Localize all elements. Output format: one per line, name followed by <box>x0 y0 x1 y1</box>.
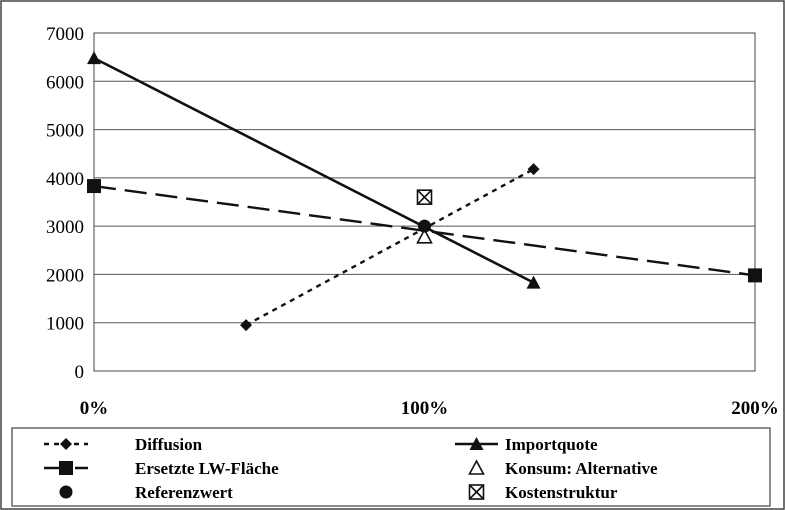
legend-entry-konsum-alternative: Konsum: Alternative <box>468 459 658 478</box>
plot-area <box>93 32 756 372</box>
legend-marker <box>469 437 484 450</box>
data-point-diffusion <box>240 319 253 332</box>
x-tick-label: 0% <box>80 398 109 419</box>
series-line-ersetzte-lw-fl-che <box>93 184 756 277</box>
data-point-ersetzte-lw-fl-che <box>748 268 762 283</box>
legend-entry-ersetzte-lw-fl-che: Ersetzte LW-Fläche <box>44 459 279 478</box>
boxed-x-stroke <box>468 484 485 500</box>
y-tick-label: 7000 <box>46 24 84 45</box>
legend-box <box>11 427 771 507</box>
legend-entry-referenzwert: Referenzwert <box>59 483 233 502</box>
legend-label: Kostenstruktur <box>505 483 618 502</box>
y-axis-tick-labels: 0 1000 2000 3000 4000 5000 6000 7000 <box>46 24 84 383</box>
data-point-kostenstruktur <box>416 189 433 205</box>
legend-entry-importquote: Importquote <box>455 435 598 454</box>
boxed-x-stroke <box>416 189 433 205</box>
data-point-importquote <box>87 51 101 65</box>
gridlines <box>94 80 755 324</box>
y-tick-label: 0 <box>75 362 85 383</box>
y-tick-label: 5000 <box>46 121 84 142</box>
series-line-importquote <box>93 56 535 284</box>
legend-label: Referenzwert <box>135 483 233 502</box>
series-line-diffusion <box>245 168 535 327</box>
legend-label: Ersetzte LW-Fläche <box>135 459 279 478</box>
legend-label: Konsum: Alternative <box>505 459 658 478</box>
data-point-importquote <box>526 275 541 289</box>
y-tick-label: 2000 <box>46 265 84 286</box>
data-point-diffusion <box>527 163 540 176</box>
data-point-referenzwert <box>418 219 431 233</box>
x-tick-label: 200% <box>731 398 779 419</box>
x-axis-tick-labels: 0% 100% 200% <box>80 398 779 419</box>
legend-entry-kostenstruktur: Kostenstruktur <box>468 483 618 502</box>
legend-marker <box>59 485 73 499</box>
legend-label: Diffusion <box>135 435 203 454</box>
legend-marker <box>468 459 485 475</box>
legend-entry-diffusion: Diffusion <box>44 435 203 454</box>
legend-marker <box>59 461 73 475</box>
legend-marker <box>60 438 72 450</box>
y-tick-label: 4000 <box>46 169 84 190</box>
legend-label: Importquote <box>505 435 598 454</box>
legend-marker <box>468 484 485 500</box>
series-lines <box>93 56 756 327</box>
y-tick-label: 1000 <box>46 314 84 335</box>
y-tick-label: 3000 <box>46 217 84 238</box>
data-point-ersetzte-lw-fl-che <box>87 179 101 194</box>
y-tick-label: 6000 <box>46 72 84 93</box>
legend: Diffusion Importquote Ersetzte LW-Fläche Ko… <box>44 435 658 502</box>
data-point-konsum-alternative <box>416 228 433 244</box>
x-tick-label: 100% <box>401 398 449 419</box>
series-markers <box>87 51 762 332</box>
